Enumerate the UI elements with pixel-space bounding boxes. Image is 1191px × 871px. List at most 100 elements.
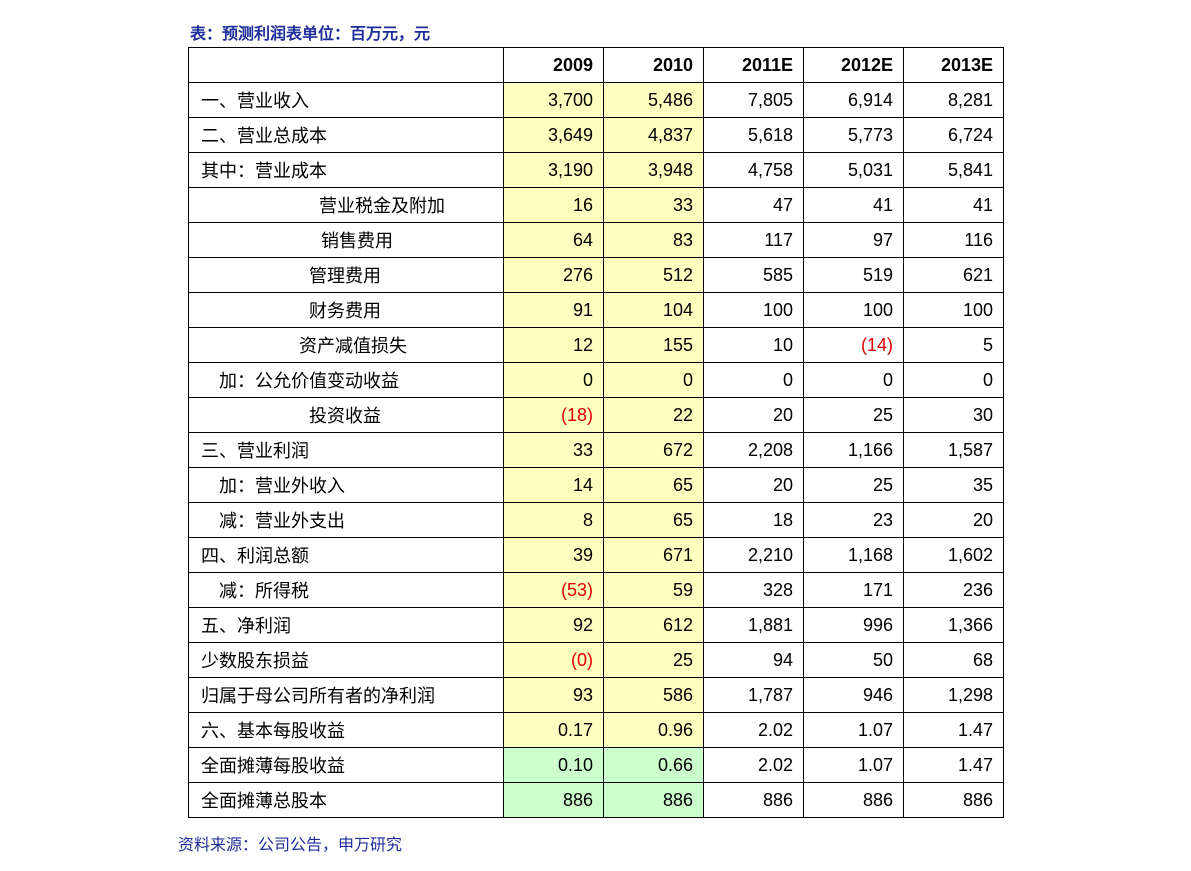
value-cell: 33	[503, 432, 604, 468]
value-cell: 16	[503, 187, 604, 223]
value-cell: 2.02	[703, 712, 804, 748]
row-label: 投资收益	[188, 397, 504, 433]
value-cell: 5,773	[803, 117, 904, 153]
value-cell: 5	[903, 327, 1004, 363]
value-cell: 612	[603, 607, 704, 643]
table-row: 六、基本每股收益 0.17 0.96 2.02 1.07 1.47	[188, 712, 1004, 748]
table-row: 投资收益 (18) 22 20 25 30	[188, 397, 1004, 433]
value-cell: 20	[703, 397, 804, 433]
value-cell: 2,210	[703, 537, 804, 573]
value-cell: 23	[803, 502, 904, 538]
profit-table: 2009 20 10 2011E 2012E 2013E 一、营业收入 3,700 5,486 7…	[188, 47, 1004, 818]
table-row: 加：营业外收入 14 65 20 25 35	[188, 467, 1004, 503]
row-label: 六、基本每股收益	[188, 712, 504, 748]
value-cell: 0.17	[503, 712, 604, 748]
value-cell: 4,837	[603, 117, 704, 153]
value-cell: 18	[703, 502, 804, 538]
value-cell: 1.47	[903, 712, 1004, 748]
table-row: 全面摊薄每股收益 0.10 0.66 2.02 1.07 1.47	[188, 747, 1004, 783]
value-cell: 22	[603, 397, 704, 433]
value-cell: 276	[503, 257, 604, 293]
value-cell: 3,190	[503, 152, 604, 188]
value-cell: 236	[903, 572, 1004, 608]
value-cell: 0.66	[603, 747, 704, 783]
value-cell: 35	[903, 467, 1004, 503]
value-cell: 65	[603, 467, 704, 503]
row-label: 三、营业利润	[188, 432, 504, 468]
value-cell: 0	[903, 362, 1004, 398]
value-cell: 39	[503, 537, 604, 573]
value-cell: 1,602	[903, 537, 1004, 573]
value-cell: 3,649	[503, 117, 604, 153]
row-label: 财务费用	[188, 292, 504, 328]
table-row: 三、营业利润 33 672 2,208 1,166 1,587	[188, 432, 1004, 468]
row-label: 加：公允价值变动收益	[188, 362, 504, 398]
table-row: 销售费用 64 83 117 97 116	[188, 222, 1004, 258]
row-label: 五、净利润	[188, 607, 504, 643]
table-row: 五、净利润 92 612 1,881 996 1,366	[188, 607, 1004, 643]
table-row: 少数股东损益 (0) 25 94 50 68	[188, 642, 1004, 678]
value-cell: 64	[503, 222, 604, 258]
value-cell: 1,881	[703, 607, 804, 643]
table-row: 资产减值损失 12 155 10 (14) 5	[188, 327, 1004, 363]
value-cell: 41	[903, 187, 1004, 223]
value-cell: 6,724	[903, 117, 1004, 153]
value-cell: 155	[603, 327, 704, 363]
value-cell: 4,758	[703, 152, 804, 188]
header-cell: 2009	[503, 47, 604, 83]
value-cell: 0	[503, 362, 604, 398]
value-cell: 12	[503, 327, 604, 363]
value-cell: 1.07	[803, 747, 904, 783]
table-row: 一、营业收入 3,700 5,486 7,805 6,914 8,281	[188, 82, 1004, 118]
table-row: 营业税金及附加 16 33 47 41 41	[188, 187, 1004, 223]
table-row: 加：公允价值变动收益 0 0 0 0 0	[188, 362, 1004, 398]
value-cell: 33	[603, 187, 704, 223]
source-note: 资料来源：公司公告，申万研究	[178, 837, 403, 854]
value-cell: 47	[703, 187, 804, 223]
value-cell: 116	[903, 222, 1004, 258]
value-cell: 5,486	[603, 82, 704, 118]
row-label: 一、营业收入	[188, 82, 504, 118]
value-cell: (0)	[503, 642, 604, 678]
value-cell: 1,166	[803, 432, 904, 468]
row-label: 全面摊薄总股本	[188, 782, 504, 818]
value-cell: 671	[603, 537, 704, 573]
value-cell: 8,281	[903, 82, 1004, 118]
value-cell: 328	[703, 572, 804, 608]
header-cell: 2013E	[903, 47, 1004, 83]
value-cell: 25	[803, 467, 904, 503]
table-row: 二、营业总成本 3,649 4,837 5,618 5,773 6,724	[188, 117, 1004, 153]
table-row: 全面摊薄总股本 886 886 886 886 886	[188, 782, 1004, 818]
value-cell: 585	[703, 257, 804, 293]
table-row: 归属于母公司所有者的净利润 93 586 1,787 946 1,298	[188, 677, 1004, 713]
value-cell: 946	[803, 677, 904, 713]
value-cell: 171	[803, 572, 904, 608]
value-cell: 3,948	[603, 152, 704, 188]
value-cell: 50	[803, 642, 904, 678]
value-cell: 2.02	[703, 747, 804, 783]
header-cell: 2012E	[803, 47, 904, 83]
value-cell: 0.10	[503, 747, 604, 783]
value-cell: 0	[603, 362, 704, 398]
value-cell: 93	[503, 677, 604, 713]
header-cell: 2011E	[703, 47, 804, 83]
value-cell: (14)	[803, 327, 904, 363]
value-cell: 91	[503, 292, 604, 328]
value-cell: 10	[703, 327, 804, 363]
title: 表：预测利润表单位：百万元，元	[190, 26, 431, 43]
value-cell: (18)	[503, 397, 604, 433]
value-cell: 672	[603, 432, 704, 468]
value-cell: 97	[803, 222, 904, 258]
value-cell: 41	[803, 187, 904, 223]
value-cell: 1,298	[903, 677, 1004, 713]
value-cell: 519	[803, 257, 904, 293]
value-cell: 25	[803, 397, 904, 433]
value-cell: 25	[603, 642, 704, 678]
value-cell: 59	[603, 572, 704, 608]
value-cell: 5,841	[903, 152, 1004, 188]
row-label: 归属于母公司所有者的净利润	[188, 677, 504, 713]
row-label: 二、营业总成本	[188, 117, 504, 153]
value-cell: 8	[503, 502, 604, 538]
table-row: 财务费用 91 104 100 100 100	[188, 292, 1004, 328]
